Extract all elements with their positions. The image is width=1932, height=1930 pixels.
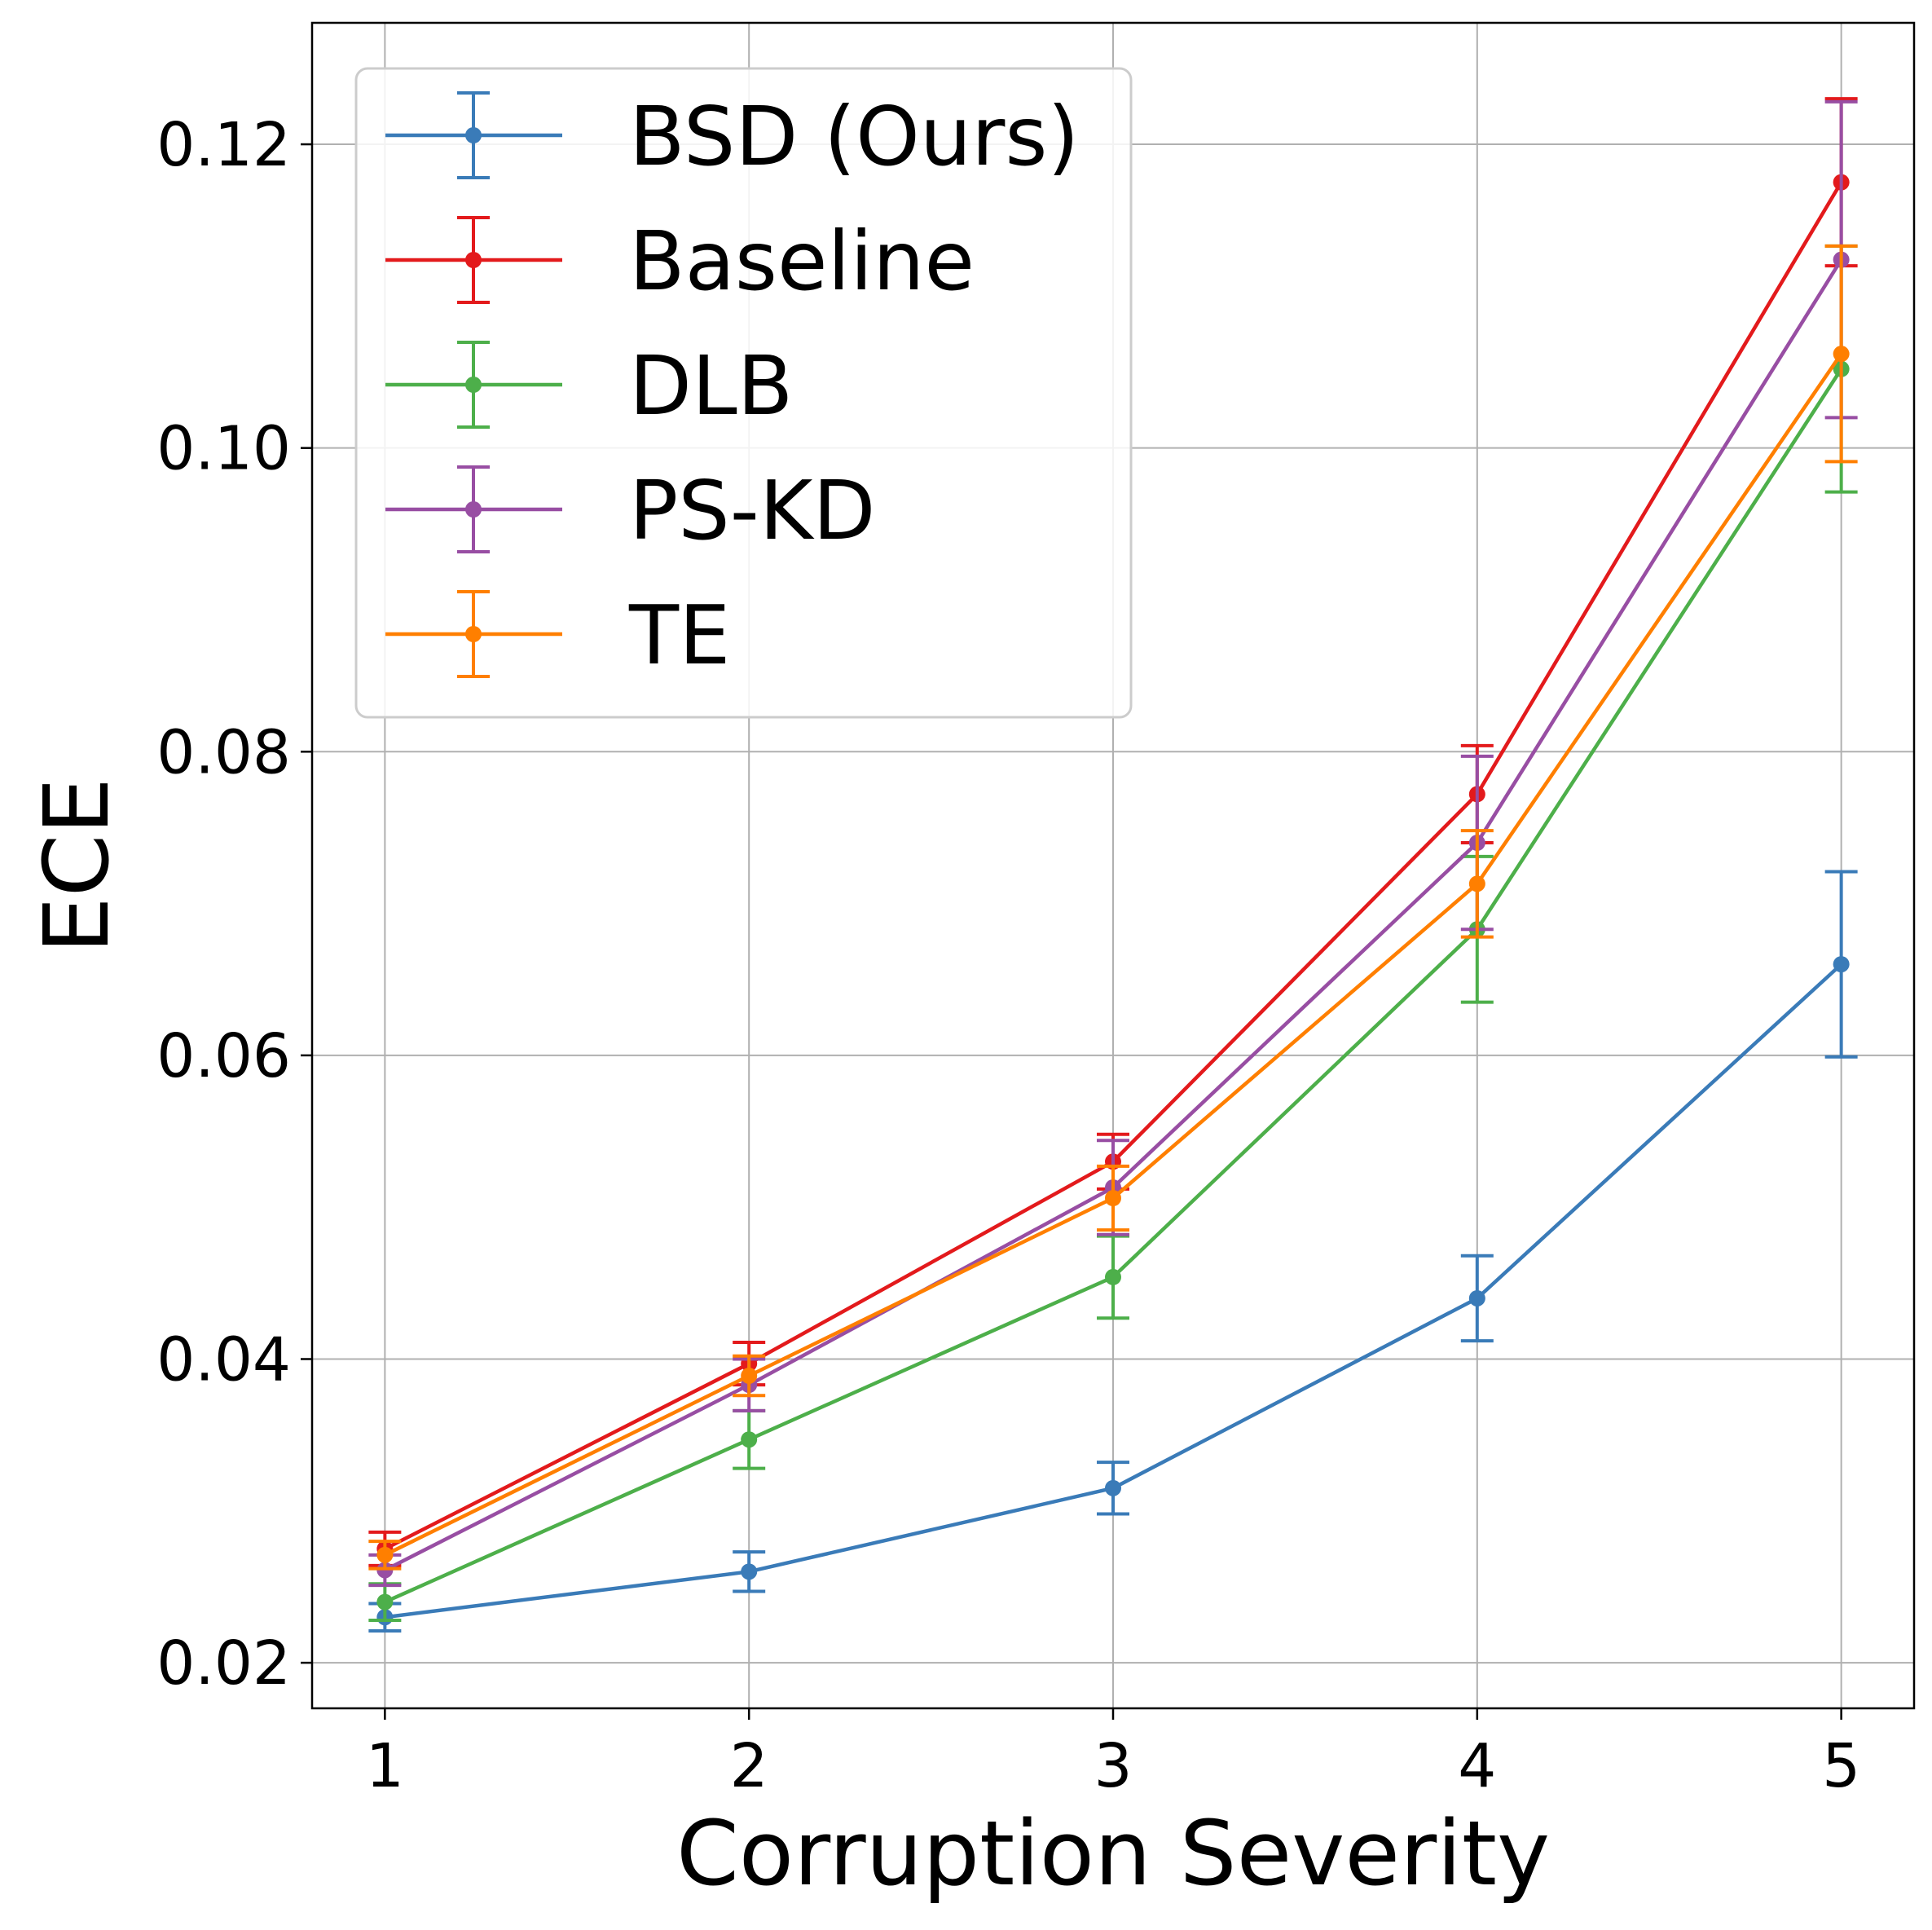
- y-tick-label: 0.10: [156, 414, 291, 484]
- data-point: [1468, 875, 1485, 892]
- legend-marker: [465, 252, 482, 268]
- x-tick-label: 1: [366, 1731, 404, 1801]
- ticks-layer: 1 2 3 4 5 0.02 0.04 0.06 0.08 0.10 0.12: [156, 110, 1860, 1801]
- legend-label: BSD (Ours): [629, 89, 1079, 184]
- x-tick-label: 5: [1822, 1731, 1860, 1801]
- data-point: [1105, 1479, 1121, 1496]
- legend-marker: [465, 626, 482, 642]
- x-axis-label: Corruption Severity: [676, 1801, 1550, 1906]
- y-tick-label: 0.02: [156, 1628, 291, 1699]
- legend: BSD (Ours) Baseline DLB PS-KD TE: [354, 67, 1133, 719]
- legend-label: DLB: [629, 338, 793, 434]
- data-point: [1105, 1268, 1121, 1285]
- legend-entry: BSD (Ours): [385, 89, 1079, 184]
- y-tick-label: 0.04: [156, 1324, 291, 1395]
- legend-box: [354, 67, 1133, 719]
- data-point: [376, 1593, 394, 1611]
- legend-label: PS-KD: [629, 463, 875, 558]
- data-point: [741, 1563, 758, 1580]
- data-point: [1468, 1289, 1485, 1306]
- x-tick-label: 3: [1094, 1731, 1132, 1801]
- y-tick-label: 0.12: [156, 110, 291, 180]
- legend-label: Baseline: [629, 214, 975, 309]
- data-point: [1833, 956, 1850, 973]
- legend-label: TE: [628, 588, 730, 683]
- legend-entry: TE: [385, 588, 730, 683]
- legend-marker: [465, 377, 482, 393]
- legend-marker: [465, 501, 482, 518]
- y-tick-label: 0.06: [156, 1021, 291, 1091]
- legend-entry: Baseline: [385, 214, 975, 309]
- series-layer: [368, 97, 1858, 1633]
- y-axis-label: ECE: [24, 778, 129, 954]
- data-point: [376, 1546, 394, 1563]
- legend-entry: DLB: [385, 338, 793, 434]
- legend-marker: [465, 127, 482, 143]
- data-point: [1833, 346, 1850, 363]
- x-tick-label: 2: [730, 1731, 768, 1801]
- data-point: [1105, 1190, 1121, 1207]
- x-tick-label: 4: [1458, 1731, 1496, 1801]
- data-point: [741, 1431, 758, 1448]
- legend-entry: PS-KD: [385, 463, 875, 558]
- data-point: [741, 1367, 758, 1384]
- y-tick-label: 0.08: [156, 717, 291, 787]
- series-te: [368, 244, 1858, 1571]
